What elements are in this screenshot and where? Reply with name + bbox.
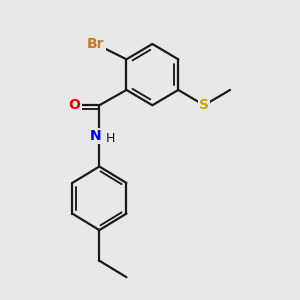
- Text: H: H: [105, 132, 115, 145]
- Text: N: N: [90, 129, 102, 143]
- Text: O: O: [69, 98, 81, 112]
- Text: Br: Br: [87, 37, 105, 51]
- Text: S: S: [199, 98, 209, 112]
